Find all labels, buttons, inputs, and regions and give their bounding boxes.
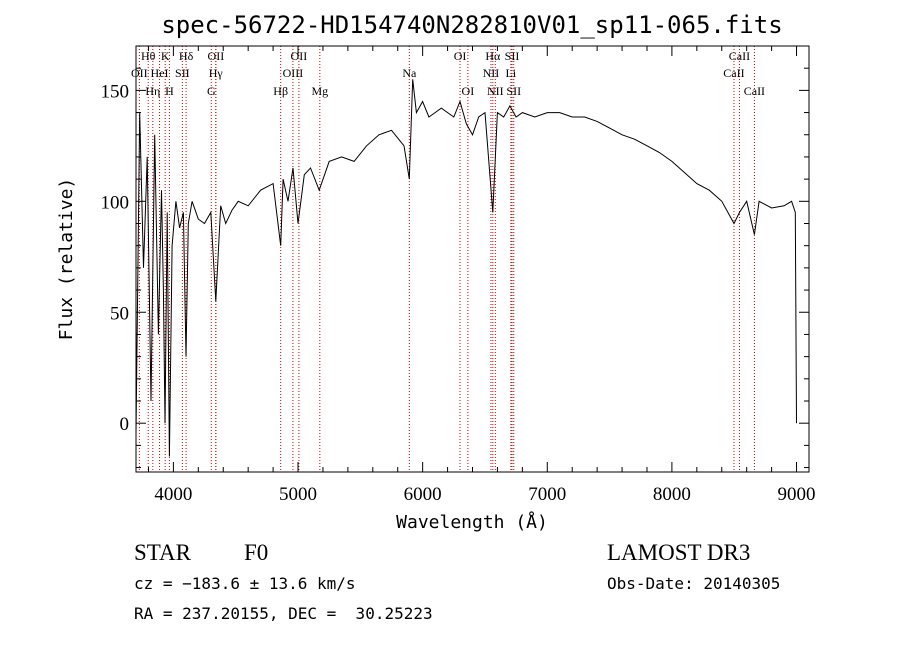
x-tick-label: 5000: [279, 484, 317, 505]
line-label: Hθ: [141, 49, 156, 63]
line-label: OIII: [283, 66, 304, 80]
object-subclass: F0: [244, 540, 269, 565]
line-label: SII: [175, 66, 190, 80]
line-label: Hγ: [209, 66, 224, 80]
line-label: SII: [506, 84, 521, 98]
object-class: STAR: [134, 540, 191, 565]
survey-name: LAMOST DR3: [607, 540, 751, 565]
redshift-velocity: cz = −183.6 ± 13.6 km/s: [134, 574, 356, 593]
line-label: OII: [131, 66, 148, 80]
line-label: CaII: [723, 66, 744, 80]
y-axis: 0 50 100 150: [101, 45, 809, 469]
plot-frame: [135, 45, 810, 473]
line-label: Hβ: [273, 84, 288, 98]
line-label: Hη: [145, 84, 160, 98]
line-label: CaII: [744, 84, 765, 98]
line-label: OI: [454, 49, 467, 63]
spectrum-line: [135, 79, 797, 457]
line-label: H: [165, 84, 174, 98]
line-label: Hδ: [179, 49, 194, 63]
x-tick-label: 4000: [154, 484, 192, 505]
y-axis-label: Flux (relative): [56, 178, 77, 341]
y-tick-label: 100: [101, 192, 130, 213]
y-tick-label: 50: [110, 303, 129, 324]
x-axis: 4000 5000 6000 7000 8000 9000: [147, 46, 816, 505]
x-axis-label: Wavelength (Å): [396, 511, 548, 533]
spectral-line-markers: [138, 46, 755, 472]
line-label: Li: [506, 66, 517, 80]
line-label: NII: [487, 84, 504, 98]
x-tick-label: 9000: [778, 484, 816, 505]
x-tick-label: 8000: [653, 484, 691, 505]
sky-coordinates: RA = 237.20155, DEC = 30.25223: [134, 604, 433, 623]
x-tick-label: 7000: [528, 484, 566, 505]
line-label: Mg: [311, 84, 328, 98]
x-tick-label: 6000: [404, 484, 442, 505]
line-label: OI: [462, 84, 475, 98]
line-label: CaII: [729, 49, 750, 63]
y-tick-label: 150: [101, 81, 130, 102]
line-label: NII: [483, 66, 500, 80]
chart-title: spec-56722-HD154740N282810V01_sp11-065.f…: [161, 11, 782, 39]
line-label: Hα: [485, 49, 501, 63]
line-label: G: [207, 84, 216, 98]
line-label: SII: [505, 49, 520, 63]
line-label: HeI: [151, 66, 169, 80]
observation-date: Obs-Date: 20140305: [607, 574, 781, 593]
line-label: Na: [402, 66, 417, 80]
line-label: OII: [291, 49, 308, 63]
y-tick-label: 0: [120, 414, 130, 435]
line-label: K: [161, 49, 170, 63]
line-label: OII: [208, 49, 225, 63]
